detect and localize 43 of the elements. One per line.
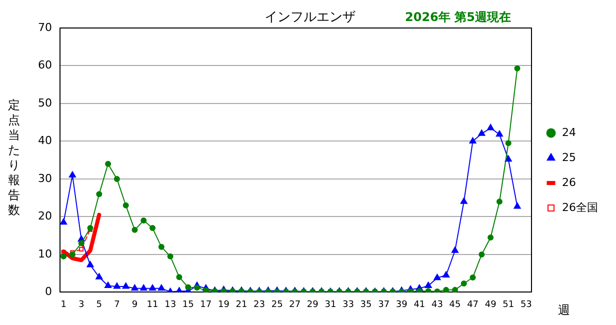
- y-tick-label: 70: [38, 20, 52, 34]
- x-tick-label: 11: [146, 300, 158, 310]
- x-axis-title: 週: [558, 302, 570, 319]
- x-tick-label: 3: [78, 300, 84, 310]
- legend-label: 26全国: [562, 200, 598, 214]
- x-tick-label: 41: [414, 300, 426, 310]
- y-axis-title: 定点当たり報告数: [8, 98, 21, 218]
- x-tick-label: 27: [289, 300, 301, 310]
- legend-label: 24: [562, 126, 576, 139]
- x-tick-label: 51: [502, 300, 514, 310]
- legend-label: 25: [562, 150, 576, 164]
- chart-subtitle: 2026年 第5週現在: [405, 9, 511, 26]
- x-tick-label: 37: [378, 300, 390, 310]
- y-tick-label: 60: [38, 58, 52, 72]
- x-tick-label: 23: [254, 300, 265, 310]
- x-tick-label: 15: [182, 300, 194, 310]
- x-tick-label: 7: [114, 300, 120, 310]
- x-tick-label: 13: [164, 300, 176, 310]
- x-tick-label: 47: [467, 300, 479, 310]
- x-tick-label: 5: [96, 300, 102, 310]
- chart-title: インフルエンザ: [264, 10, 356, 25]
- x-tick-label: 45: [449, 300, 461, 310]
- x-tick-label: 9: [132, 300, 138, 310]
- x-tick-label: 1: [60, 300, 66, 310]
- y-tick-label: 20: [38, 210, 52, 223]
- y-tick-label: 10: [38, 247, 52, 260]
- y-tick-label: 50: [38, 96, 52, 110]
- x-tick-label: 49: [484, 300, 497, 310]
- legend-label: 26: [562, 176, 576, 189]
- x-tick-label: 17: [200, 300, 212, 310]
- x-tick-label: 53: [520, 300, 532, 310]
- x-tick-label: 35: [360, 300, 372, 310]
- x-tick-label: 39: [396, 300, 408, 310]
- x-tick-label: 19: [218, 300, 230, 310]
- x-tick-label: 31: [324, 300, 336, 310]
- x-tick-label: 21: [236, 300, 248, 310]
- x-tick-label: 25: [271, 300, 283, 310]
- x-tick-label: 33: [342, 300, 354, 310]
- y-tick-label: 30: [38, 172, 52, 185]
- x-tick-label: 29: [306, 300, 319, 310]
- y-tick-label: 0: [44, 285, 52, 298]
- x-tick-label: 43: [431, 300, 443, 310]
- y-tick-label: 40: [38, 134, 52, 148]
